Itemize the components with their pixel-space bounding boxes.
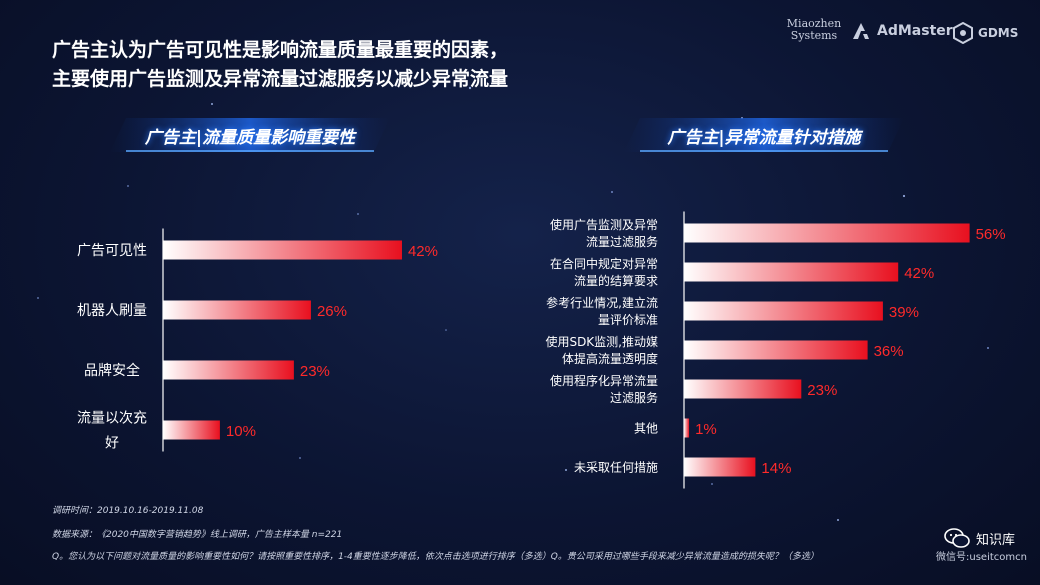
data-label: 14% bbox=[761, 460, 791, 477]
data-label: 42% bbox=[904, 265, 934, 282]
bar bbox=[163, 300, 311, 320]
bar bbox=[684, 262, 899, 282]
left-chart-title: 广告主|流量质量影响重要性 bbox=[144, 127, 356, 148]
category-label: 好 bbox=[105, 436, 119, 452]
data-label: 23% bbox=[300, 363, 330, 380]
data-label: 10% bbox=[226, 423, 256, 440]
category-label: 机器人刷量 bbox=[77, 303, 147, 319]
admaster-mark-icon bbox=[853, 23, 869, 39]
category-label: 过滤服务 bbox=[610, 390, 658, 405]
admaster-logo-text: AdMaster bbox=[877, 23, 953, 39]
category-label: 未采取任何措施 bbox=[574, 460, 658, 474]
gdms-logo: GDMS bbox=[952, 22, 1018, 44]
admaster-logo: AdMaster bbox=[852, 22, 953, 40]
data-label: 1% bbox=[695, 421, 717, 438]
page-title-line-2: 主要使用广告监测及异常流量过滤服务以减少异常流量 bbox=[52, 68, 509, 90]
right-chart-banner: 广告主|异常流量针对措施 bbox=[624, 118, 904, 152]
data-label: 23% bbox=[807, 382, 837, 399]
data-label: 36% bbox=[874, 343, 904, 360]
wechat-id: 微信号:useitcomcn bbox=[936, 552, 1027, 563]
bar bbox=[684, 340, 868, 360]
category-label: 体提高流量透明度 bbox=[562, 351, 658, 366]
bar bbox=[684, 418, 690, 438]
bar bbox=[163, 240, 402, 260]
miaozhen-logo: Miaozhen Systems bbox=[786, 18, 842, 42]
category-label: 流量的结算要求 bbox=[574, 273, 658, 288]
right-chart-title: 广告主|异常流量针对措施 bbox=[667, 127, 861, 148]
category-label: 品牌安全 bbox=[84, 362, 140, 379]
data-label: 39% bbox=[889, 304, 919, 321]
wechat-icon bbox=[944, 528, 970, 548]
category-label: 使用广告监测及异常 bbox=[550, 217, 658, 232]
gdms-mark-icon bbox=[953, 22, 973, 44]
page-title-line-1: 广告主认为广告可见性是影响流量质量最重要的因素， bbox=[52, 39, 509, 61]
bar bbox=[684, 301, 883, 321]
category-label: 广告可见性 bbox=[77, 243, 147, 259]
category-label: 其他 bbox=[634, 421, 658, 435]
miaozhen-logo-line-2: Systems bbox=[790, 29, 838, 42]
wechat-name: 知识库 bbox=[976, 532, 1016, 548]
survey-time-note: 调研时间：2019.10.16-2019.11.08 bbox=[52, 506, 204, 516]
bar bbox=[684, 223, 970, 243]
category-label: 使用SDK监测,推动媒 bbox=[545, 334, 658, 349]
page-title: 广告主认为广告可见性是影响流量质量最重要的因素， 主要使用广告监测及异常流量过滤… bbox=[52, 36, 508, 94]
miaozhen-logo-line-1: Miaozhen bbox=[786, 17, 842, 30]
bar bbox=[163, 420, 220, 440]
bar bbox=[684, 457, 756, 477]
question-note: Q。您认为以下问题对流量质量的影响重要性如何？请按照重要性排序，1-4重要性逐步… bbox=[52, 552, 819, 562]
category-label: 流量过滤服务 bbox=[586, 234, 658, 249]
bar bbox=[163, 360, 294, 380]
gdms-logo-text: GDMS bbox=[978, 26, 1019, 40]
category-label: 在合同中规定对异常 bbox=[550, 256, 658, 271]
left-chart-banner: 广告主|流量质量影响重要性 bbox=[110, 118, 390, 152]
wechat-watermark: 知识库 bbox=[944, 527, 1015, 549]
left-banner-shape bbox=[110, 118, 390, 152]
data-label: 26% bbox=[317, 303, 347, 320]
data-source-note: 数据来源：《2020中国数字营销趋势》线上调研，广告主样本量 n=221 bbox=[52, 530, 343, 540]
data-label: 42% bbox=[408, 243, 438, 260]
bar bbox=[684, 379, 802, 399]
category-label: 量评价标准 bbox=[598, 313, 658, 327]
right-banner-shape bbox=[624, 118, 904, 152]
category-label: 使用程序化异常流量 bbox=[550, 373, 658, 388]
category-label: 参考行业情况,建立流 bbox=[546, 295, 658, 310]
data-label: 56% bbox=[976, 226, 1006, 243]
category-label: 流量以次充 bbox=[77, 411, 147, 427]
